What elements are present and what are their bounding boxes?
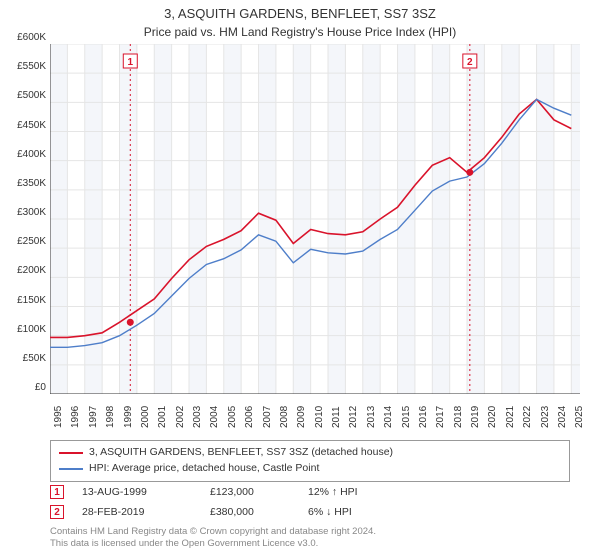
x-tick-label: 2008 (279, 406, 290, 428)
transaction-date: 13-AUG-1999 (82, 486, 192, 498)
x-tick-label: 1997 (88, 406, 99, 428)
footer: Contains HM Land Registry data © Crown c… (50, 526, 570, 551)
transaction-date: 28-FEB-2019 (82, 506, 192, 518)
footer-line2: This data is licensed under the Open Gov… (50, 538, 570, 550)
x-tick-label: 2009 (296, 406, 307, 428)
chart-container: 3, ASQUITH GARDENS, BENFLEET, SS7 3SZ Pr… (0, 0, 600, 560)
x-tick-label: 2016 (418, 406, 429, 428)
transaction-marker: 1 (50, 485, 64, 499)
transaction-marker: 2 (50, 505, 64, 519)
chart-title: 3, ASQUITH GARDENS, BENFLEET, SS7 3SZ (0, 6, 600, 23)
x-tick-label: 2023 (540, 406, 551, 428)
transaction-row: 2 28-FEB-2019 £380,000 6% ↓ HPI (50, 502, 570, 522)
x-tick-label: 2010 (314, 406, 325, 428)
x-tick-label: 2015 (401, 406, 412, 428)
x-tick-label: 2025 (574, 406, 585, 428)
y-tick-label: £500K (0, 90, 46, 102)
transaction-table: 1 13-AUG-1999 £123,000 12% ↑ HPI 2 28-FEB-201… (50, 482, 570, 522)
title-block: 3, ASQUITH GARDENS, BENFLEET, SS7 3SZ Pr… (0, 0, 600, 40)
legend-label: 3, ASQUITH GARDENS, BENFLEET, SS7 3SZ (d… (89, 445, 393, 461)
x-tick-label: 2005 (227, 406, 238, 428)
x-tick-label: 2012 (348, 406, 359, 428)
y-tick-label: £550K (0, 61, 46, 73)
x-tick-label: 2002 (175, 406, 186, 428)
y-tick-label: £50K (0, 353, 46, 365)
legend-swatch (59, 468, 83, 470)
y-tick-label: £250K (0, 236, 46, 248)
y-tick-label: £150K (0, 295, 46, 307)
x-tick-label: 2011 (331, 406, 342, 428)
svg-text:1: 1 (128, 57, 134, 68)
x-tick-label: 1995 (53, 406, 64, 428)
x-tick-label: 2024 (557, 406, 568, 428)
x-axis-labels: 1995 1996 1997 1998 1999 2000 2001 2002 2003 2004… (50, 398, 580, 438)
y-tick-label: £0 (0, 382, 46, 394)
x-tick-label: 2019 (470, 406, 481, 428)
x-tick-label: 2020 (487, 406, 498, 428)
x-tick-label: 2018 (453, 406, 464, 428)
footer-line1: Contains HM Land Registry data © Crown c… (50, 526, 570, 538)
line-chart: 12 (50, 44, 580, 394)
x-tick-label: 2004 (209, 406, 220, 428)
y-tick-label: £200K (0, 265, 46, 277)
chart-area: 12 £0£50K£100K£150K£200K£250K£300K£350K£… (50, 44, 580, 394)
legend-swatch (59, 452, 83, 454)
transaction-price: £123,000 (210, 486, 290, 498)
x-tick-label: 2007 (262, 406, 273, 428)
x-tick-label: 2006 (244, 406, 255, 428)
legend-label: HPI: Average price, detached house, Cast… (89, 461, 319, 477)
transaction-price: £380,000 (210, 506, 290, 518)
x-tick-label: 1998 (105, 406, 116, 428)
svg-text:2: 2 (467, 57, 473, 68)
transaction-row: 1 13-AUG-1999 £123,000 12% ↑ HPI (50, 482, 570, 502)
y-axis-labels: £0 £50K £100K £150K £200K £250K £300K £350K £400… (0, 38, 46, 400)
x-tick-label: 2013 (366, 406, 377, 428)
x-tick-label: 2001 (157, 406, 168, 428)
x-tick-label: 1996 (70, 406, 81, 428)
y-tick-label: £450K (0, 120, 46, 132)
y-tick-label: £400K (0, 149, 46, 161)
y-tick-label: £350K (0, 178, 46, 190)
legend-item: 3, ASQUITH GARDENS, BENFLEET, SS7 3SZ (d… (59, 445, 561, 461)
legend-item: HPI: Average price, detached house, Cast… (59, 461, 561, 477)
transaction-delta: 6% ↓ HPI (308, 506, 398, 518)
x-tick-label: 2003 (192, 406, 203, 428)
y-tick-label: £300K (0, 207, 46, 219)
legend: 3, ASQUITH GARDENS, BENFLEET, SS7 3SZ (d… (50, 440, 570, 482)
x-tick-label: 2017 (435, 406, 446, 428)
y-tick-label: £600K (0, 32, 46, 44)
x-tick-label: 2022 (522, 406, 533, 428)
y-tick-label: £100K (0, 324, 46, 336)
x-tick-label: 2000 (140, 406, 151, 428)
transaction-delta: 12% ↑ HPI (308, 486, 398, 498)
x-tick-label: 2021 (505, 406, 516, 428)
x-tick-label: 1999 (123, 406, 134, 428)
x-tick-label: 2014 (383, 406, 394, 428)
chart-subtitle: Price paid vs. HM Land Registry's House … (0, 25, 600, 41)
